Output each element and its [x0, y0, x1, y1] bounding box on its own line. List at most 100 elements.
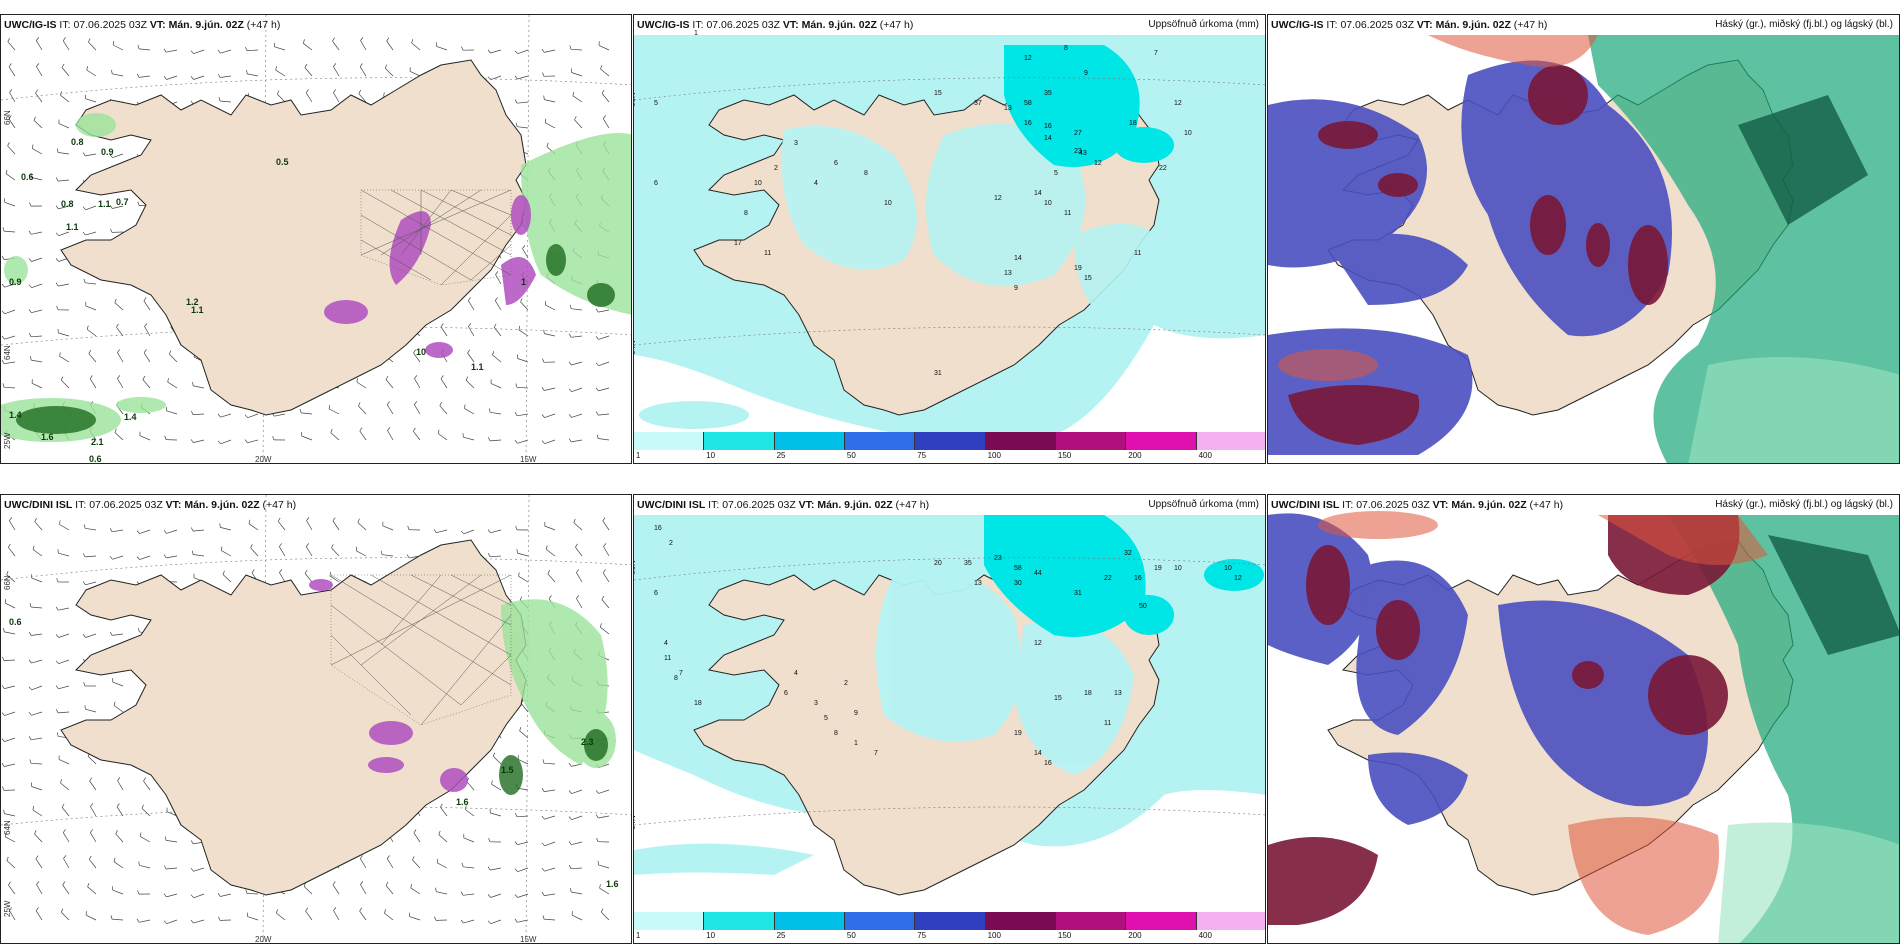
colorbar-segment: [634, 432, 705, 450]
wind-barb: [575, 546, 583, 557]
wind-barb-flag: [113, 701, 116, 706]
wind-barb: [90, 806, 97, 817]
wind-barb: [414, 404, 421, 415]
wind-barb-flag: [438, 830, 441, 835]
wind-barb-flag: [599, 623, 602, 628]
wind-barb: [30, 762, 43, 765]
high-cloud-edge: [1278, 35, 1598, 381]
wind-barb: [31, 359, 43, 363]
wind-barb-flag: [413, 829, 417, 834]
wind-barb: [544, 413, 556, 418]
panel-header: UWC/DINI ISL IT: 07.06.2025 03Z VT: Mán.…: [4, 499, 297, 511]
wind-barb-flag: [137, 201, 140, 206]
wind-barb: [303, 886, 313, 895]
wind-barb: [4, 361, 16, 365]
precip-value-label: 8: [1064, 45, 1068, 52]
precip-value-label: 2: [774, 165, 778, 172]
precip-value-label: 19: [1074, 265, 1082, 272]
wind-barb: [305, 92, 313, 103]
wind-barb-flag: [464, 805, 467, 810]
wind-barb: [329, 408, 340, 415]
wind-barb-flag: [28, 333, 32, 337]
wind-barb-flag: [519, 726, 522, 732]
wind-barb: [166, 49, 178, 53]
wind-barb-flag: [56, 148, 59, 153]
colorbar-label: 200: [1128, 931, 1142, 940]
wind-barb-flag: [548, 595, 552, 599]
wind-barb: [85, 282, 97, 285]
wind-barb-flag: [433, 529, 437, 533]
wind-barb-flag: [88, 855, 92, 860]
colorbar-label: 50: [846, 451, 856, 460]
wind-barb: [193, 75, 205, 80]
wind-barb-flag: [88, 349, 92, 354]
wind-barb: [193, 867, 205, 872]
wind-barb-flag: [495, 271, 499, 275]
wind-barb: [517, 758, 529, 765]
wind-barb-flag: [332, 517, 336, 522]
wind-barb: [437, 433, 448, 441]
wind-barb: [143, 300, 151, 311]
wind-barb: [518, 576, 529, 583]
wind-barb-flag: [109, 154, 113, 158]
wind-barb: [468, 326, 475, 337]
wind-barb: [85, 305, 97, 311]
wind-barb: [544, 815, 556, 820]
precip-value-label: 1: [854, 740, 858, 747]
wind-barb-flag: [62, 829, 66, 833]
wind-barb: [193, 49, 205, 55]
wind-barb: [413, 352, 421, 363]
wind-barb: [140, 836, 151, 843]
wind-barb-flag: [6, 856, 9, 861]
wind-barb-flag: [544, 118, 547, 123]
wind-barb-flag: [360, 855, 363, 859]
wind-barb: [382, 554, 394, 557]
wind-barb: [36, 884, 43, 895]
precip-value-label: 27: [1074, 130, 1082, 137]
wind-barb: [139, 48, 151, 51]
wind-barb: [602, 572, 610, 583]
wind-barb: [382, 525, 394, 531]
wind-barb: [114, 432, 124, 441]
wind-barb: [571, 841, 583, 846]
wind-barb-flag: [596, 837, 599, 842]
wind-barb: [89, 780, 97, 791]
precip-value-label: 44: [1034, 570, 1042, 577]
wind-barb: [113, 44, 124, 51]
wind-barb-flag: [190, 894, 194, 899]
wind-barb: [222, 574, 232, 583]
wind-barb-flag: [219, 523, 221, 528]
precip-value-label: 2.1: [91, 437, 104, 447]
wind-barb-flag: [542, 358, 545, 363]
wind-barb: [4, 685, 16, 689]
wind-barb-flag: [217, 413, 221, 418]
wind-barb-flag: [9, 517, 13, 521]
wind-barb-flag: [573, 518, 576, 523]
wind-barb: [333, 910, 340, 921]
panel-dini-wind: UWC/DINI ISL IT: 07.06.2025 03Z VT: Mán.…: [0, 494, 632, 944]
wind-barb-flag: [487, 49, 491, 54]
precip-value-label: 37: [974, 100, 982, 107]
wind-barb: [58, 607, 70, 611]
precip-value-label: 9: [1014, 285, 1018, 292]
precip-value-label: 23: [994, 555, 1002, 562]
wind-barb: [360, 884, 367, 895]
wind-barb-flag: [414, 375, 418, 379]
colorbar-labels: 1 10 25 50 75 100 150 200 400: [634, 931, 1265, 943]
wind-barb: [356, 550, 367, 557]
wind-barb-flag: [9, 89, 13, 93]
precip-labels: 0.6 2.3 1.5 1.6 1.6: [9, 617, 619, 889]
wind-barb: [602, 118, 610, 129]
wind-barb-flag: [4, 832, 7, 837]
wind-barb-flag: [602, 115, 606, 119]
wind-barb-flag: [222, 570, 225, 575]
precip-value-label: 19: [1154, 565, 1162, 572]
wind-barb-flag: [515, 525, 518, 531]
precip-value-label: 58: [1024, 100, 1032, 107]
wind-barb-flag: [1, 712, 5, 716]
wind-barb: [332, 40, 340, 51]
precip-value-label: 2.3: [581, 737, 594, 747]
precip-value-label: 6: [654, 180, 658, 187]
wind-barb: [547, 573, 556, 583]
wind-barb-flag: [460, 919, 464, 924]
